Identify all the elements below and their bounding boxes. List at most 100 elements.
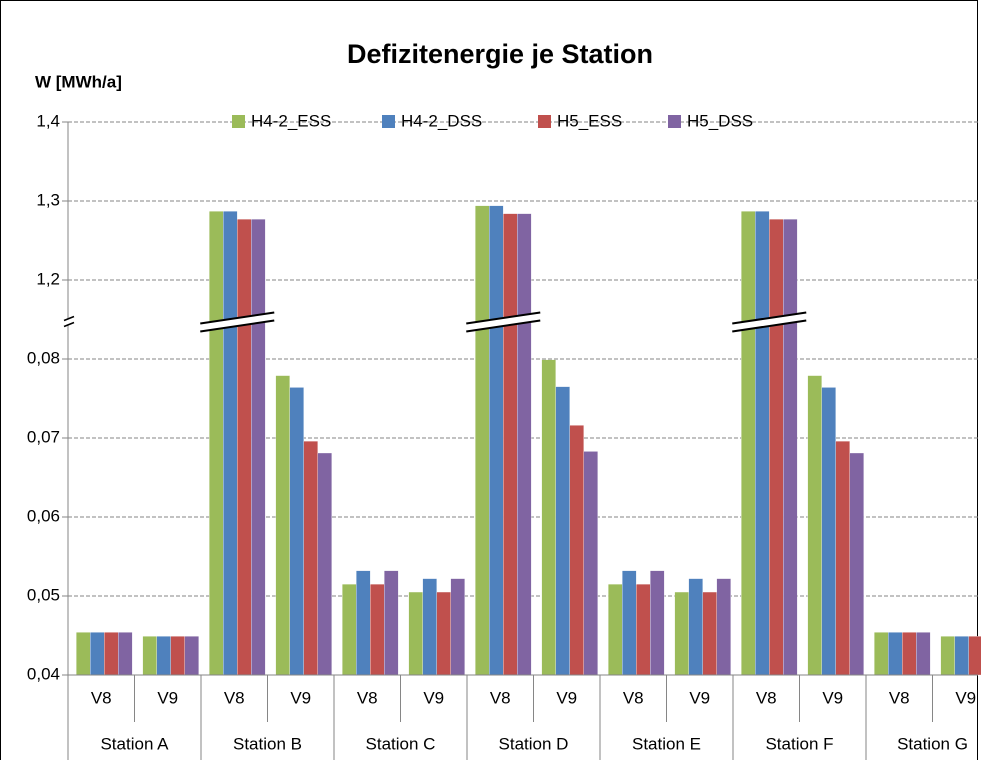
bar bbox=[702, 591, 717, 676]
y-tick-label: 1,2 bbox=[36, 269, 60, 288]
bar bbox=[874, 632, 889, 676]
group-label: Station B bbox=[233, 734, 302, 753]
bar bbox=[583, 451, 598, 676]
bar bbox=[902, 632, 917, 676]
axis-break bbox=[732, 319, 807, 333]
bar bbox=[118, 632, 133, 676]
bar bbox=[223, 211, 238, 676]
chart-title: Defizitenergie je Station bbox=[347, 39, 653, 69]
axis-break bbox=[63, 315, 75, 322]
bar bbox=[356, 570, 371, 676]
y-tick-label: 0,04 bbox=[27, 664, 60, 683]
bar bbox=[954, 636, 969, 676]
bar bbox=[489, 205, 504, 676]
bar bbox=[622, 570, 637, 676]
bar bbox=[436, 591, 451, 676]
bar bbox=[783, 219, 798, 676]
bar bbox=[755, 211, 770, 676]
bar bbox=[888, 632, 903, 676]
bar bbox=[104, 632, 119, 676]
x-tick-label: V9 bbox=[556, 688, 577, 707]
bar bbox=[821, 387, 836, 676]
bar bbox=[636, 584, 651, 676]
axis-break bbox=[466, 319, 541, 333]
y-tick-label: 1,3 bbox=[36, 190, 60, 209]
bar bbox=[569, 425, 584, 676]
legend-swatch bbox=[668, 115, 681, 128]
x-tick-label: V9 bbox=[157, 688, 178, 707]
bar bbox=[450, 578, 465, 676]
bar bbox=[674, 591, 689, 676]
x-tick-label: V8 bbox=[756, 688, 777, 707]
legend-label: H5_ESS bbox=[557, 111, 622, 130]
bar bbox=[408, 591, 423, 676]
x-tick-label: V8 bbox=[889, 688, 910, 707]
legend-label: H4-2_DSS bbox=[401, 111, 482, 130]
group-label: Station D bbox=[499, 734, 569, 753]
x-tick-label: V9 bbox=[689, 688, 710, 707]
bar bbox=[370, 584, 385, 676]
x-tick-label: V9 bbox=[290, 688, 311, 707]
group-label: Station E bbox=[632, 734, 701, 753]
x-tick-label: V8 bbox=[623, 688, 644, 707]
bar bbox=[475, 205, 490, 676]
axis-break bbox=[732, 311, 807, 325]
bar bbox=[517, 213, 532, 676]
bar bbox=[184, 636, 199, 676]
axis-break bbox=[466, 312, 541, 332]
axis-break bbox=[732, 312, 807, 332]
bar bbox=[317, 452, 332, 676]
bar bbox=[170, 636, 185, 676]
y-tick-label: 0,05 bbox=[27, 585, 60, 604]
axis-break bbox=[466, 311, 541, 325]
bar bbox=[90, 632, 105, 676]
axis-break bbox=[64, 316, 74, 327]
legend-label: H4-2_ESS bbox=[251, 111, 331, 130]
bar bbox=[608, 584, 623, 676]
bar bbox=[142, 636, 157, 676]
y-axis-label: W [MWh/a] bbox=[35, 72, 122, 91]
legend-label: H5_DSS bbox=[687, 111, 753, 130]
axis-break bbox=[200, 312, 275, 332]
x-tick-label: V9 bbox=[423, 688, 444, 707]
bar bbox=[342, 584, 357, 676]
bar bbox=[916, 632, 931, 676]
legend-swatch bbox=[382, 115, 395, 128]
legend-swatch bbox=[232, 115, 245, 128]
bar bbox=[716, 578, 731, 676]
bar bbox=[384, 570, 399, 676]
bar bbox=[503, 213, 518, 676]
group-label: Station F bbox=[765, 734, 833, 753]
bar bbox=[849, 452, 864, 676]
group-label: Station C bbox=[366, 734, 436, 753]
bar bbox=[251, 219, 266, 676]
x-tick-label: V9 bbox=[955, 688, 976, 707]
bar bbox=[237, 219, 252, 676]
bar bbox=[940, 636, 955, 676]
bar bbox=[76, 632, 91, 676]
bar bbox=[156, 636, 171, 676]
y-tick-label: 0,07 bbox=[27, 427, 60, 446]
bar bbox=[741, 211, 756, 676]
bar bbox=[303, 441, 318, 676]
bar bbox=[275, 375, 290, 676]
bar bbox=[541, 359, 556, 676]
bar bbox=[835, 441, 850, 676]
bar bbox=[650, 570, 665, 676]
y-tick-label: 0,06 bbox=[27, 506, 60, 525]
bar bbox=[289, 387, 304, 676]
x-tick-label: V9 bbox=[822, 688, 843, 707]
x-tick-label: V8 bbox=[224, 688, 245, 707]
bar bbox=[807, 375, 822, 676]
y-tick-label: 1,4 bbox=[36, 111, 60, 130]
axis-break bbox=[63, 321, 75, 328]
bar bbox=[209, 211, 224, 676]
bar bbox=[555, 386, 570, 676]
axis-break bbox=[200, 311, 275, 325]
bar bbox=[769, 219, 784, 676]
bar bbox=[688, 578, 703, 676]
x-tick-label: V8 bbox=[357, 688, 378, 707]
group-label: Station G bbox=[897, 734, 968, 753]
x-tick-label: V8 bbox=[490, 688, 511, 707]
